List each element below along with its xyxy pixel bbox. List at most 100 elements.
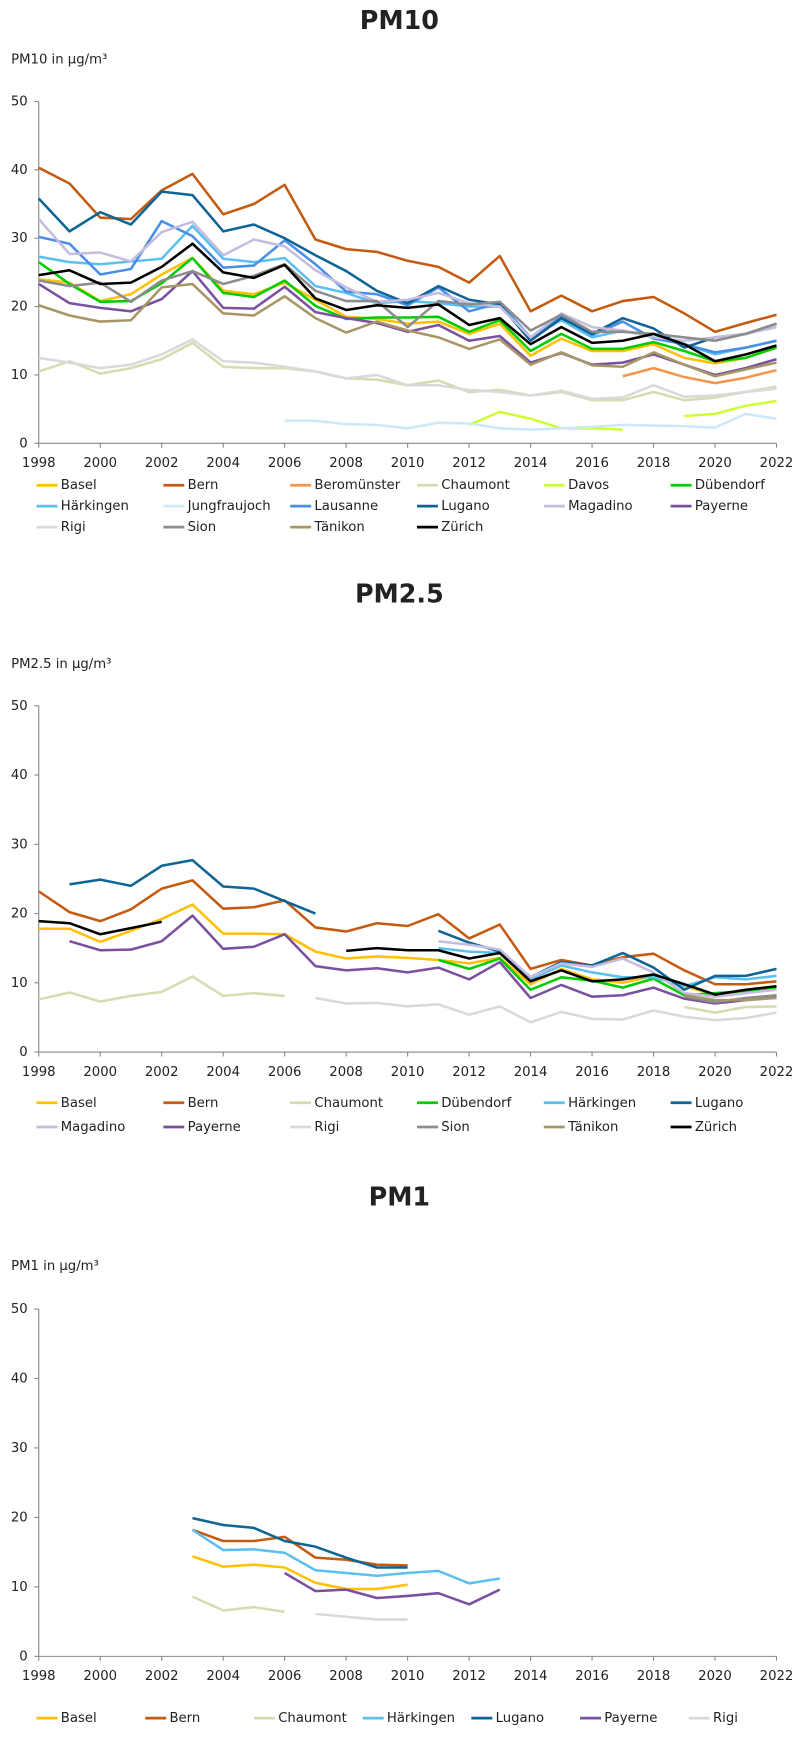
- x-tick-label: 2010: [391, 456, 425, 471]
- x-tick-label: 2000: [83, 1669, 117, 1684]
- chart-title: PM2.5: [355, 578, 444, 608]
- series-line: [38, 919, 777, 996]
- x-tick-label: 2018: [637, 456, 671, 471]
- x-tick-label: 2018: [637, 1669, 671, 1684]
- x-tick-label: 1998: [22, 456, 56, 471]
- y-tick-label: 0: [19, 1649, 27, 1664]
- x-tick-label: 2006: [268, 1669, 302, 1684]
- legend-label: Lugano: [441, 499, 489, 514]
- x-tick-label: 2012: [452, 1669, 486, 1684]
- legend-label: Tänikon: [567, 1120, 618, 1135]
- x-tick-label: 2012: [452, 1065, 486, 1080]
- x-tick-label: 2010: [391, 1065, 425, 1080]
- legend-label: Magadino: [61, 1120, 126, 1135]
- series-line: [38, 256, 777, 363]
- x-tick-label: 2014: [514, 1065, 548, 1080]
- y-tick-label: 10: [11, 1580, 28, 1595]
- x-tick-label: 2010: [391, 1669, 425, 1684]
- series-line: [315, 1612, 408, 1621]
- legend-label: Lugano: [496, 1711, 544, 1726]
- x-tick-label: 2008: [329, 456, 363, 471]
- legend-label: Härkingen: [568, 1096, 636, 1111]
- legend-label: Dübendorf: [695, 478, 765, 493]
- series-line: [38, 219, 777, 354]
- y-tick-label: 20: [11, 300, 28, 315]
- x-tick-label: 2018: [637, 1065, 671, 1080]
- series-line: [315, 996, 777, 1024]
- x-tick-label: 2006: [268, 456, 302, 471]
- series-line: [69, 914, 777, 1005]
- legend-label: Sion: [188, 520, 217, 535]
- x-tick-label: 2020: [698, 1065, 732, 1080]
- x-tick-label: 2002: [145, 1065, 179, 1080]
- legend-label: Bern: [188, 1096, 219, 1111]
- x-tick-label: 2000: [83, 456, 117, 471]
- x-tick-label: 2020: [698, 1669, 732, 1684]
- legend-label: Rigi: [61, 520, 86, 535]
- series-line: [38, 166, 777, 334]
- x-tick-label: 1998: [22, 1669, 56, 1684]
- legend-label: Zürich: [441, 520, 483, 535]
- legend-label: Dübendorf: [441, 1096, 511, 1111]
- x-tick-label: 2016: [575, 1669, 609, 1684]
- series-line: [38, 256, 777, 365]
- chart-title: PM10: [360, 5, 439, 35]
- series-line: [38, 269, 777, 377]
- series-line: [284, 412, 777, 431]
- series-line: [38, 338, 777, 401]
- series-line: [622, 366, 777, 385]
- legend-label: Chaumont: [441, 478, 510, 493]
- series-line: [192, 1528, 408, 1567]
- y-tick-label: 50: [11, 94, 28, 109]
- x-tick-label: 2022: [760, 456, 794, 471]
- y-tick-label: 30: [11, 231, 28, 246]
- legend-label: Payerne: [604, 1711, 657, 1726]
- series-line: [38, 242, 777, 363]
- series-line: [438, 939, 777, 998]
- series-line: [37, 190, 777, 349]
- y-tick-label: 40: [11, 163, 28, 178]
- legend-label: Zürich: [695, 1120, 737, 1135]
- legend-label: Magadino: [568, 499, 633, 514]
- legend-label: Sion: [441, 1120, 470, 1135]
- series-line: [192, 1555, 408, 1591]
- y-tick-label: 50: [11, 699, 28, 714]
- y-axis-label: PM2.5 in µg/m³: [11, 657, 111, 672]
- legend-label: Rigi: [713, 1711, 738, 1726]
- x-tick-label: 2002: [145, 1669, 179, 1684]
- legend-label: Chaumont: [278, 1711, 347, 1726]
- series-line: [191, 1595, 285, 1614]
- y-tick-label: 20: [11, 1510, 28, 1525]
- y-tick-label: 40: [11, 1371, 28, 1386]
- series-line: [37, 218, 777, 343]
- legend-label: Lausanne: [314, 499, 378, 514]
- legend-label: Bern: [188, 478, 219, 493]
- legend-label: Chaumont: [314, 1096, 383, 1111]
- x-tick-label: 2004: [206, 456, 240, 471]
- x-tick-label: 2000: [83, 1065, 117, 1080]
- legend-label: Jungfraujoch: [187, 499, 271, 514]
- series-line: [38, 879, 777, 986]
- series-line: [468, 399, 777, 431]
- x-tick-label: 2014: [514, 456, 548, 471]
- legend-label: Tänikon: [313, 520, 364, 535]
- y-tick-label: 20: [11, 907, 28, 922]
- y-tick-label: 40: [11, 768, 28, 783]
- legend-label: Basel: [61, 1711, 97, 1726]
- y-axis-label: PM1 in µg/m³: [11, 1259, 99, 1274]
- x-tick-label: 1998: [22, 1065, 56, 1080]
- x-tick-label: 2004: [206, 1669, 240, 1684]
- x-tick-label: 2008: [329, 1669, 363, 1684]
- y-tick-label: 50: [11, 1302, 28, 1317]
- y-tick-label: 30: [11, 1441, 28, 1456]
- legend-label: Basel: [61, 478, 97, 493]
- y-tick-label: 10: [11, 976, 28, 991]
- series-line: [38, 975, 777, 1014]
- series-line: [69, 858, 777, 992]
- x-tick-label: 2016: [575, 1065, 609, 1080]
- y-tick-label: 10: [11, 368, 28, 383]
- series-line: [192, 1516, 408, 1569]
- legend-label: Payerne: [188, 1120, 241, 1135]
